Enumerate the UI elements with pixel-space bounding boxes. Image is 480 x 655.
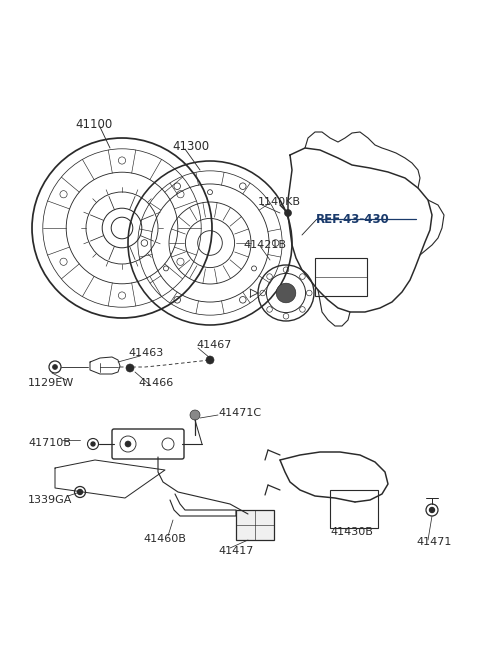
Circle shape: [77, 489, 83, 495]
Bar: [315, 258, 367, 296]
Circle shape: [285, 210, 291, 217]
Text: 41460B: 41460B: [143, 534, 186, 544]
Circle shape: [126, 364, 134, 372]
Text: 41300: 41300: [172, 140, 209, 153]
Text: 41471C: 41471C: [218, 408, 261, 418]
Circle shape: [190, 410, 200, 420]
Text: 41710B: 41710B: [28, 438, 71, 448]
Text: REF.43-430: REF.43-430: [316, 213, 390, 226]
Bar: [236, 510, 274, 540]
Text: 41421B: 41421B: [243, 240, 286, 250]
Text: 41471: 41471: [416, 537, 451, 547]
Circle shape: [430, 508, 434, 512]
Text: 41100: 41100: [75, 118, 112, 131]
Circle shape: [276, 283, 296, 303]
Text: 1129EW: 1129EW: [28, 378, 74, 388]
Bar: [330, 490, 378, 528]
Text: 41466: 41466: [138, 378, 173, 388]
Text: 41417: 41417: [218, 546, 253, 556]
Circle shape: [206, 356, 214, 364]
Text: 1339GA: 1339GA: [28, 495, 72, 505]
Text: 41430B: 41430B: [330, 527, 373, 537]
Text: 1140KB: 1140KB: [258, 197, 301, 207]
Text: 41467: 41467: [196, 340, 231, 350]
Circle shape: [91, 442, 95, 446]
Text: 41463: 41463: [128, 348, 163, 358]
Circle shape: [125, 441, 131, 447]
Circle shape: [52, 364, 58, 369]
